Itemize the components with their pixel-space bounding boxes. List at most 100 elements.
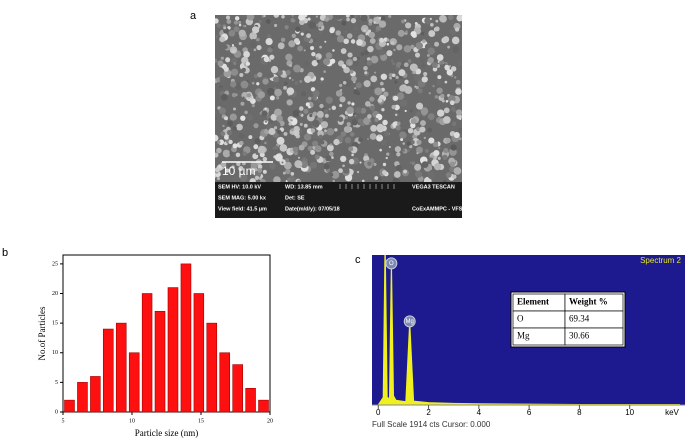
grain — [285, 53, 293, 61]
grain — [454, 27, 460, 32]
grain — [222, 158, 226, 161]
grain — [378, 20, 387, 28]
grain — [299, 112, 302, 116]
grain — [440, 93, 445, 99]
grain — [233, 26, 240, 33]
grain — [397, 109, 401, 113]
grain — [363, 65, 368, 71]
grain — [394, 80, 398, 84]
table-text: Element — [517, 297, 549, 307]
grain — [218, 107, 226, 115]
grain — [343, 38, 349, 45]
grain — [257, 164, 263, 170]
grain — [416, 152, 419, 155]
grain — [391, 59, 394, 62]
grain — [409, 109, 413, 113]
grain — [335, 30, 341, 36]
grain — [331, 170, 340, 179]
grain — [291, 15, 294, 17]
grain — [395, 164, 402, 171]
grain — [367, 29, 372, 33]
grain — [292, 109, 300, 117]
grain — [281, 15, 285, 19]
grain — [458, 137, 462, 141]
grain — [231, 49, 236, 53]
grain — [416, 146, 423, 154]
grain — [299, 106, 304, 111]
grain — [320, 140, 325, 145]
bar — [77, 382, 88, 413]
grain — [233, 107, 236, 111]
grain — [310, 87, 316, 92]
grain — [215, 18, 219, 24]
grain — [218, 139, 225, 146]
grain — [400, 138, 404, 142]
grain — [423, 136, 427, 140]
grain — [324, 129, 327, 133]
grain — [445, 137, 451, 144]
grain — [285, 168, 291, 175]
grain — [453, 132, 460, 139]
bar — [128, 352, 140, 413]
grain — [339, 96, 346, 103]
grain — [399, 84, 407, 92]
grain — [421, 76, 428, 83]
grain — [344, 30, 347, 33]
grain — [329, 143, 333, 146]
grain — [293, 16, 297, 20]
grain — [451, 36, 460, 45]
grain — [360, 15, 368, 22]
grain — [312, 140, 319, 147]
grain — [251, 104, 255, 108]
grain — [307, 145, 313, 152]
grain — [339, 104, 343, 108]
grain — [354, 87, 357, 90]
grain — [391, 61, 396, 66]
grain — [411, 161, 416, 166]
grain — [288, 76, 292, 80]
grain — [215, 175, 217, 178]
grain — [374, 176, 379, 180]
grain — [427, 113, 435, 121]
grain — [415, 111, 421, 117]
grain — [243, 50, 250, 58]
grain — [442, 116, 451, 124]
grain — [385, 156, 388, 160]
grain — [314, 26, 319, 31]
y-tick-label: 0 — [55, 409, 58, 415]
grain — [328, 108, 331, 111]
grain — [348, 158, 355, 165]
grain — [299, 80, 303, 83]
grain — [309, 113, 313, 118]
grain — [323, 109, 328, 114]
bar — [154, 310, 166, 413]
grain — [326, 144, 334, 152]
y-tick-label: 20 — [52, 291, 58, 297]
grain — [270, 65, 279, 74]
grain — [303, 47, 311, 54]
grain — [451, 121, 457, 127]
grain — [395, 125, 401, 131]
y-tick-label: 5 — [55, 380, 58, 386]
footer: Full Scale 1914 cts Cursor: 0.000 — [372, 420, 491, 429]
grain — [315, 57, 319, 60]
grain — [223, 66, 229, 72]
grain — [285, 158, 290, 163]
grain — [436, 54, 444, 61]
grain — [256, 53, 259, 56]
grain — [376, 123, 384, 132]
grain — [396, 152, 401, 157]
grain — [246, 93, 251, 98]
table-text: O — [517, 314, 524, 324]
bar — [115, 322, 127, 413]
grain — [393, 48, 396, 52]
grain — [325, 52, 333, 59]
bar — [141, 293, 153, 413]
grain — [219, 85, 223, 89]
grain — [308, 105, 311, 109]
grain — [281, 161, 284, 164]
sem-info: SEM HV: 10.0 kV — [218, 184, 261, 190]
grain — [274, 88, 282, 97]
grain — [277, 42, 285, 50]
grain — [280, 37, 286, 43]
